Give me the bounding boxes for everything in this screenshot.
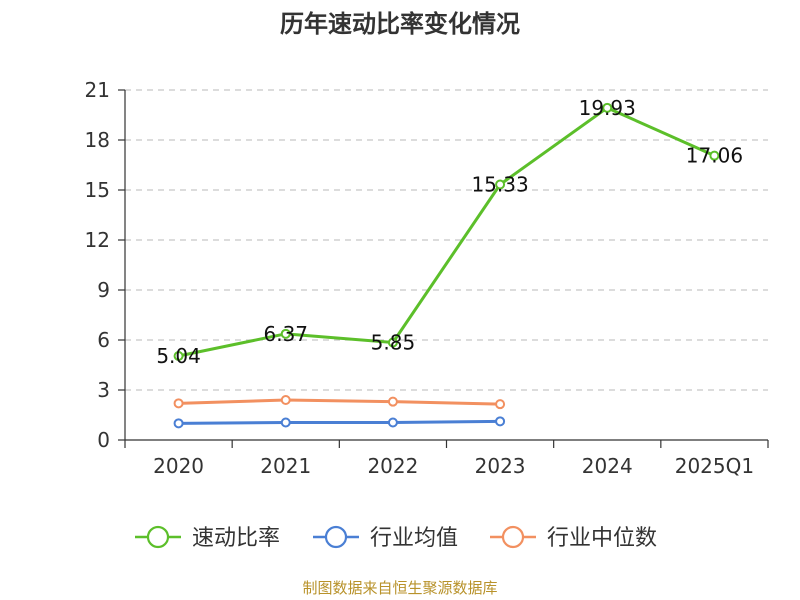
series-line-1	[177, 419, 502, 425]
series-line-2	[177, 398, 502, 406]
data-point-0	[280, 328, 291, 339]
y-tick-label: 0	[97, 428, 110, 452]
legend-marker-icon	[501, 525, 525, 549]
data-labels: 5.04 6.37 5.85 15.33 19.93 17.06	[156, 96, 743, 368]
data-label: 15.33	[471, 173, 528, 197]
y-tick-label: 15	[85, 178, 110, 202]
data-point-1	[173, 418, 184, 429]
legend-marker-icon	[146, 525, 170, 549]
x-tick-label: 2022	[367, 454, 418, 478]
y-tick-label: 6	[97, 328, 110, 352]
legend-label: 行业中位数	[547, 526, 657, 551]
y-tick-label: 3	[97, 378, 110, 402]
data-point-2	[387, 396, 398, 407]
data-point-2	[280, 395, 291, 405]
legend[interactable]: 速动比率 行业均值 行业中位数	[135, 525, 657, 551]
data-label: 19.93	[579, 96, 636, 120]
legend-item-1[interactable]: 行业均值	[313, 525, 458, 551]
data-point-1	[495, 416, 506, 427]
x-tick-label: 2021	[260, 454, 311, 478]
data-point-0	[602, 102, 613, 113]
x-tick-label: 2020	[153, 454, 204, 478]
axes	[118, 89, 769, 448]
data-point-0	[709, 150, 720, 161]
legend-label: 行业均值	[370, 526, 458, 551]
gridlines	[125, 89, 768, 391]
data-point-2	[495, 399, 506, 410]
legend-item-2[interactable]: 行业中位数	[490, 525, 657, 551]
legend-marker-icon	[324, 525, 348, 549]
data-label: 6.37	[263, 322, 308, 346]
data-point-0	[387, 337, 398, 348]
legend-item-0[interactable]: 速动比率	[135, 525, 280, 551]
data-label: 17.06	[686, 144, 743, 168]
chart-title: 历年速动比率变化情况	[280, 10, 520, 38]
y-tick-label: 12	[85, 228, 110, 252]
y-tick-label: 21	[85, 78, 110, 102]
y-tick-label: 18	[85, 128, 110, 152]
data-point-0	[495, 179, 506, 190]
data-point-0	[173, 351, 184, 361]
legend-label: 速动比率	[192, 526, 280, 551]
series-lines	[177, 106, 716, 425]
series-points	[173, 102, 720, 429]
x-tick-label: 2025Q1	[675, 454, 754, 478]
series-line-0	[177, 106, 716, 358]
y-tick-label: 9	[97, 278, 110, 302]
x-tick-label: 2023	[475, 454, 526, 478]
source-note: 制图数据来自恒生聚源数据库	[302, 579, 497, 597]
data-label: 5.85	[371, 331, 416, 355]
data-label: 5.04	[156, 344, 201, 368]
x-tick-labels: 2020 2021 2022 2023 2024 2025Q1	[153, 454, 754, 478]
data-point-1	[387, 417, 398, 428]
data-point-2	[173, 398, 184, 409]
data-point-1	[280, 417, 291, 428]
y-tick-labels: 0 3 6 9 12 15 18 21	[85, 78, 110, 452]
x-tick-label: 2024	[582, 454, 633, 478]
